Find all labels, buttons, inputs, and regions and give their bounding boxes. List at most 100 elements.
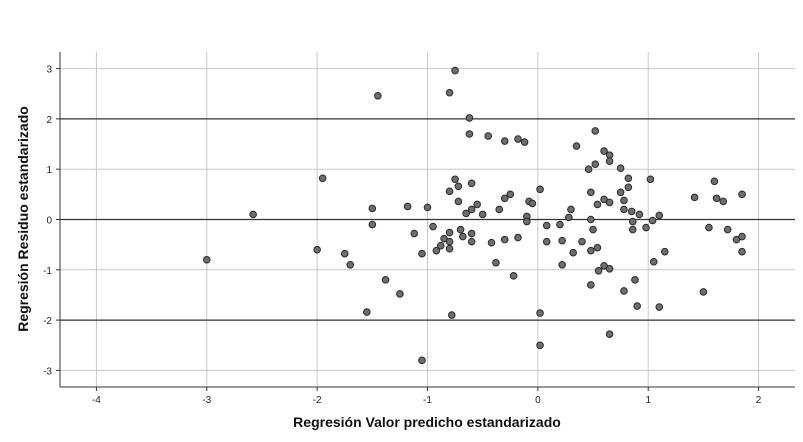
data-point <box>500 194 509 203</box>
data-point <box>429 222 437 231</box>
data-point <box>432 246 441 255</box>
data-point <box>536 341 544 350</box>
data-point <box>445 244 454 253</box>
data-point <box>587 188 595 197</box>
data-point <box>660 247 669 256</box>
data-point <box>712 194 721 203</box>
data-point <box>558 260 566 269</box>
data-point <box>556 220 564 229</box>
data-point <box>593 243 602 252</box>
data-point <box>500 235 509 244</box>
x-tick-label: 0 <box>535 395 541 406</box>
data-point <box>509 272 518 280</box>
x-tick-labels: -4 -3 -2 -1 0 1 2 <box>92 395 762 406</box>
data-point <box>445 187 454 196</box>
data-point <box>454 182 463 191</box>
x-tick-label: -2 <box>313 395 322 406</box>
data-point <box>631 276 639 284</box>
data-point <box>593 200 602 209</box>
data-point <box>578 237 586 246</box>
data-point <box>423 203 432 212</box>
data-point <box>451 66 459 75</box>
data-point <box>514 233 522 242</box>
data-point <box>462 209 470 218</box>
data-point <box>628 217 637 226</box>
x-axis-title: Regresión Valor predicho estandarizado <box>293 414 561 430</box>
axes <box>56 52 795 391</box>
reference-lines <box>60 118 795 321</box>
data-point <box>564 213 573 222</box>
data-point <box>605 264 614 273</box>
y-tick-label: 1 <box>46 165 52 176</box>
data-point <box>456 225 465 234</box>
data-point <box>374 91 382 100</box>
data-point <box>445 88 454 97</box>
data-point <box>591 160 600 168</box>
data-point <box>624 174 633 183</box>
data-point <box>487 238 496 247</box>
data-point <box>620 287 628 295</box>
data-point <box>465 130 474 138</box>
data-point <box>478 210 487 219</box>
data-point <box>445 228 454 237</box>
data-point <box>368 220 377 229</box>
data-point <box>649 257 658 266</box>
x-tick-label: -3 <box>202 395 211 406</box>
data-point <box>620 205 628 214</box>
data-point <box>410 229 419 238</box>
data-point <box>454 197 463 206</box>
data-point <box>500 137 509 145</box>
data-point <box>318 174 327 183</box>
data-point <box>396 290 404 298</box>
data-point <box>584 165 593 173</box>
y-tick-label: -3 <box>43 366 52 377</box>
data-point <box>594 267 603 275</box>
x-tick-label: -1 <box>423 395 432 406</box>
y-tick-labels: -3 -2 -1 0 1 2 3 <box>43 65 52 378</box>
data-point <box>719 197 728 206</box>
data-point <box>738 247 746 256</box>
data-point <box>690 193 699 202</box>
data-point <box>710 177 719 186</box>
data-point <box>646 175 655 184</box>
data-point <box>418 356 426 365</box>
data-point <box>605 198 614 207</box>
data-point <box>705 223 713 232</box>
data-point <box>451 175 459 184</box>
data-point <box>605 157 614 165</box>
data-point <box>484 132 492 140</box>
data-point <box>587 281 595 289</box>
data-point <box>616 188 625 197</box>
data-point <box>536 185 544 194</box>
data-point <box>436 241 445 250</box>
data-point <box>520 138 529 146</box>
data-point <box>459 232 467 241</box>
data-point <box>605 330 614 338</box>
data-point <box>467 229 476 238</box>
data-point <box>340 249 349 258</box>
data-point <box>495 205 504 214</box>
data-point <box>506 190 515 199</box>
data-point <box>738 232 746 241</box>
data-point <box>368 204 377 213</box>
data-point <box>467 205 476 214</box>
data-point <box>591 127 600 135</box>
y-tick-label: 0 <box>46 216 52 227</box>
data-point <box>492 258 500 267</box>
data-point <box>536 309 544 317</box>
data-point <box>633 302 641 310</box>
y-tick-label: -2 <box>43 316 52 327</box>
data-point <box>363 308 371 316</box>
data-point <box>655 211 664 220</box>
data-point <box>514 135 522 143</box>
data-point <box>542 237 551 246</box>
data-point <box>467 179 476 188</box>
data-point <box>648 216 657 225</box>
data-point <box>473 200 481 209</box>
data-point <box>567 205 575 214</box>
data-point <box>418 249 426 258</box>
data-point <box>587 246 595 255</box>
data-point <box>528 199 537 208</box>
